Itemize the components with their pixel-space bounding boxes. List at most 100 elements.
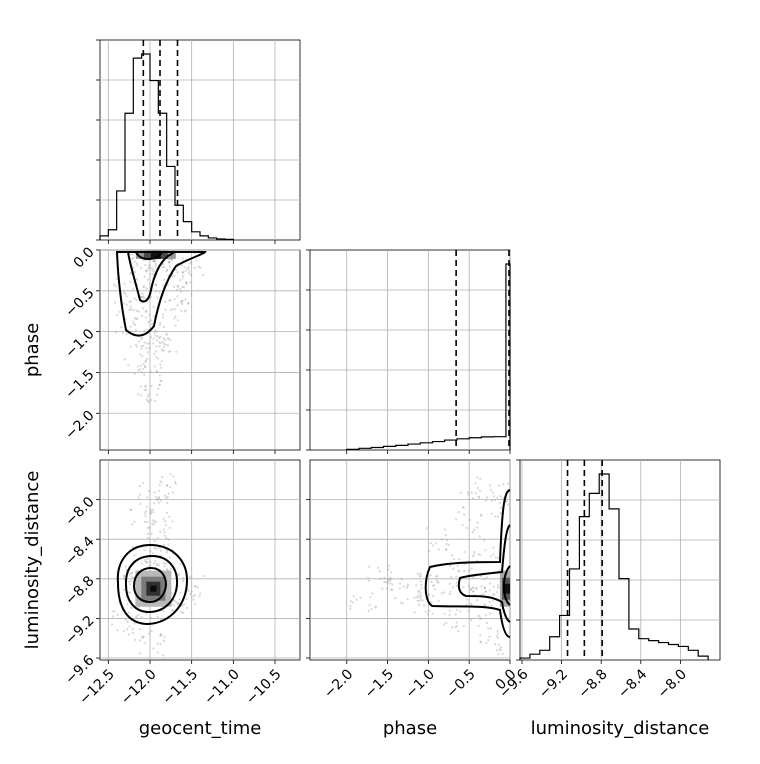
sample-point xyxy=(152,342,155,345)
contour-distance-geocent-middle xyxy=(124,554,179,614)
sample-point xyxy=(141,292,144,295)
sample-point xyxy=(168,260,171,264)
sample-point xyxy=(162,341,165,344)
sample-point xyxy=(480,575,483,578)
sample-point xyxy=(154,520,157,523)
sample-point xyxy=(479,514,482,517)
sample-point xyxy=(133,317,137,320)
sample-point xyxy=(144,359,147,362)
sample-point xyxy=(158,547,161,550)
x-tick-label: −8.8 xyxy=(575,666,610,701)
sample-point xyxy=(162,284,165,287)
sample-point xyxy=(159,633,163,636)
sample-point xyxy=(140,562,143,565)
sample-point xyxy=(159,618,162,621)
sample-point xyxy=(156,335,159,338)
y-axis-label-phase: phase xyxy=(22,323,43,377)
sample-point xyxy=(156,370,159,374)
sample-point xyxy=(172,603,175,607)
sample-point xyxy=(488,589,491,592)
sample-point xyxy=(467,584,470,587)
sample-point xyxy=(133,372,136,375)
sample-point xyxy=(161,266,164,269)
y-tick-label: −1.0 xyxy=(62,326,97,361)
sample-point xyxy=(166,336,170,340)
sample-point xyxy=(455,608,458,611)
sample-point xyxy=(170,258,174,261)
x-tick-label: −11.0 xyxy=(201,666,243,708)
sample-point xyxy=(140,336,143,339)
sample-point xyxy=(154,350,158,353)
sample-point xyxy=(156,497,159,500)
sample-point xyxy=(158,563,161,567)
sample-point xyxy=(448,564,452,568)
sample-point xyxy=(162,263,165,266)
sample-point xyxy=(483,603,486,606)
sample-point xyxy=(182,577,185,580)
sample-point xyxy=(165,333,169,336)
sample-point xyxy=(162,517,165,520)
sample-point xyxy=(472,576,475,579)
sample-point xyxy=(180,611,183,614)
sample-point xyxy=(143,275,146,279)
sample-point xyxy=(154,290,157,293)
sample-point xyxy=(471,555,475,558)
sample-point xyxy=(489,612,492,615)
sample-point xyxy=(469,618,473,622)
sample-point xyxy=(164,562,168,565)
sample-point xyxy=(487,639,490,642)
sample-point xyxy=(131,631,134,635)
sample-point xyxy=(131,523,134,526)
y-tick-label: −8.4 xyxy=(62,533,97,568)
sample-point xyxy=(484,499,488,502)
sample-point xyxy=(163,339,167,342)
sample-point xyxy=(194,603,197,606)
sample-point xyxy=(130,575,133,578)
sample-point xyxy=(139,639,142,642)
sample-point xyxy=(390,571,393,574)
sample-point xyxy=(490,512,494,515)
sample-point xyxy=(146,268,149,271)
sample-point xyxy=(368,579,371,582)
sample-point xyxy=(154,283,157,287)
sample-point xyxy=(154,262,157,266)
sample-point xyxy=(152,647,155,650)
sample-point xyxy=(188,269,191,272)
sample-point xyxy=(355,598,358,601)
sample-point xyxy=(198,595,201,598)
sample-point xyxy=(128,591,132,594)
sample-point xyxy=(456,564,459,567)
sample-point xyxy=(368,604,371,607)
sample-point xyxy=(184,281,188,284)
sample-point xyxy=(144,263,147,267)
sample-point xyxy=(152,270,156,273)
sample-point xyxy=(176,319,179,322)
sample-point xyxy=(472,586,475,589)
sample-point xyxy=(146,536,150,540)
sample-point xyxy=(139,266,142,270)
sample-point xyxy=(401,602,404,605)
sample-point xyxy=(133,270,136,274)
sample-point xyxy=(156,393,159,396)
sample-point xyxy=(157,387,160,390)
sample-point xyxy=(187,302,190,305)
sample-point xyxy=(406,597,409,601)
sample-point xyxy=(147,320,150,324)
sample-point xyxy=(145,505,148,508)
sample-point xyxy=(162,543,166,546)
sample-point xyxy=(183,266,186,269)
sample-point xyxy=(390,588,393,592)
sample-point xyxy=(153,365,157,368)
sample-point xyxy=(413,611,416,614)
sample-point xyxy=(143,549,146,552)
sample-point xyxy=(143,285,146,288)
sample-point xyxy=(499,511,502,515)
sample-point xyxy=(170,275,174,278)
sample-point xyxy=(136,365,139,368)
sample-point xyxy=(163,635,166,638)
sample-point xyxy=(138,628,141,631)
sample-point xyxy=(431,612,434,615)
sample-point xyxy=(158,374,161,377)
sample-point xyxy=(448,593,451,596)
sample-point xyxy=(440,538,444,541)
